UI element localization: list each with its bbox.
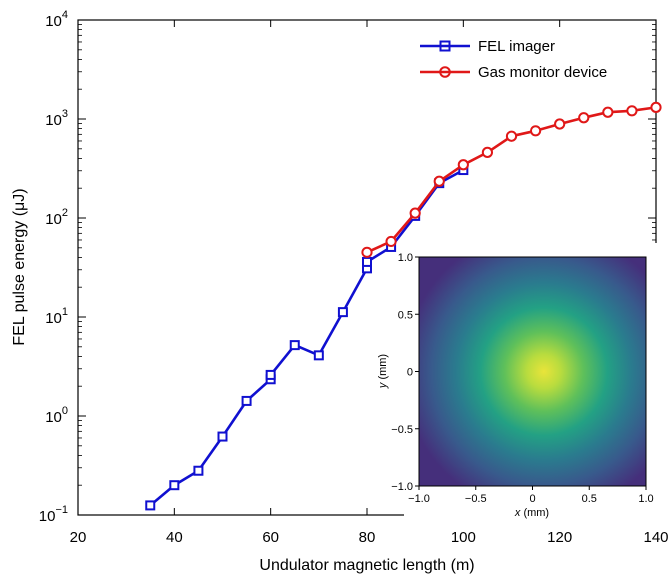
x-tick-label: 140 [643,529,668,546]
y-tick-label: 100 [45,405,68,426]
legend-label-fel-imager: FEL imager [478,38,555,55]
inset-x-tick-label: 0 [529,493,535,505]
data-point-gas-monitor [650,101,662,113]
x-tick-label: 120 [547,529,572,546]
legend-label-gas-monitor: Gas monitor device [478,64,607,81]
inset-x-tick-label: 1.0 [638,493,653,505]
data-point-fel-imager [145,500,156,511]
series-layer [145,101,662,511]
data-point-gas-monitor [529,125,542,137]
legend-item-fel-imager: FEL imager [420,38,555,55]
inset-x-axis-title: x (mm) [514,507,549,519]
y-tick-label: 103 [45,108,68,129]
series-line-fel-imager [149,168,464,507]
inset-y-tick-label: 1.0 [398,252,413,264]
inset-y-tick-label: 0 [407,367,413,379]
data-point-gas-monitor [578,112,590,124]
beam-profile-image [419,257,646,486]
y-tick-label: 101 [45,306,68,327]
inset-y-tick-label: −1.0 [391,481,413,493]
data-point-fel-imager [362,256,372,267]
inset-y-tick-label: 0.5 [398,309,413,321]
inset-x-tick-label: 0.5 [582,493,597,505]
data-point-fel-imager [217,431,228,442]
inset-axis-ticks: −1.0 −0.5 0 0.5 1.0 1.0 0.5 0 −0.5 −1.0 [391,252,653,505]
inset-beam-image: −1.0 −0.5 0 0.5 1.0 1.0 0.5 0 −0.5 −1.0 x (mm) y … [377,243,662,523]
x-axis-title: Undulator magnetic length (m) [259,557,474,574]
data-point-gas-monitor [554,118,566,130]
data-point-fel-imager [337,307,348,318]
series-line-gas-monitor [366,106,657,254]
x-tick-label: 60 [262,529,279,546]
y-axis-title: FEL pulse energy (μJ) [11,188,28,345]
data-point-gas-monitor [385,235,397,248]
x-tick-label: 100 [451,529,476,546]
x-tick-label: 40 [166,529,183,546]
y-tick-label: 102 [45,207,68,228]
legend: FEL imager Gas monitor device [420,38,607,81]
inset-y-tick-label: −0.5 [391,424,413,436]
data-point-fel-imager [169,480,180,491]
inset-y-axis-title: y (mm) [377,354,389,389]
legend-item-gas-monitor: Gas monitor device [420,64,607,81]
inset-x-tick-label: −1.0 [408,493,430,505]
data-point-fel-imager [241,395,252,406]
x-tick-label: 20 [70,529,87,546]
data-point-gas-monitor [457,159,469,171]
data-point-fel-imager [265,369,276,380]
y-tick-label: 10−1 [39,504,68,525]
data-point-fel-imager [313,350,324,361]
data-point-gas-monitor [433,175,445,187]
data-point-gas-monitor [481,146,494,158]
data-point-fel-imager [193,465,204,476]
data-point-gas-monitor [626,105,638,117]
data-point-gas-monitor [602,106,614,118]
data-point-gas-monitor [361,246,373,258]
data-point-fel-imager [289,340,300,351]
inset-x-tick-label: −0.5 [465,493,487,505]
x-tick-label: 80 [359,529,376,546]
data-point-gas-monitor [409,207,421,219]
y-tick-label: 104 [45,9,68,30]
data-point-gas-monitor [505,130,518,142]
